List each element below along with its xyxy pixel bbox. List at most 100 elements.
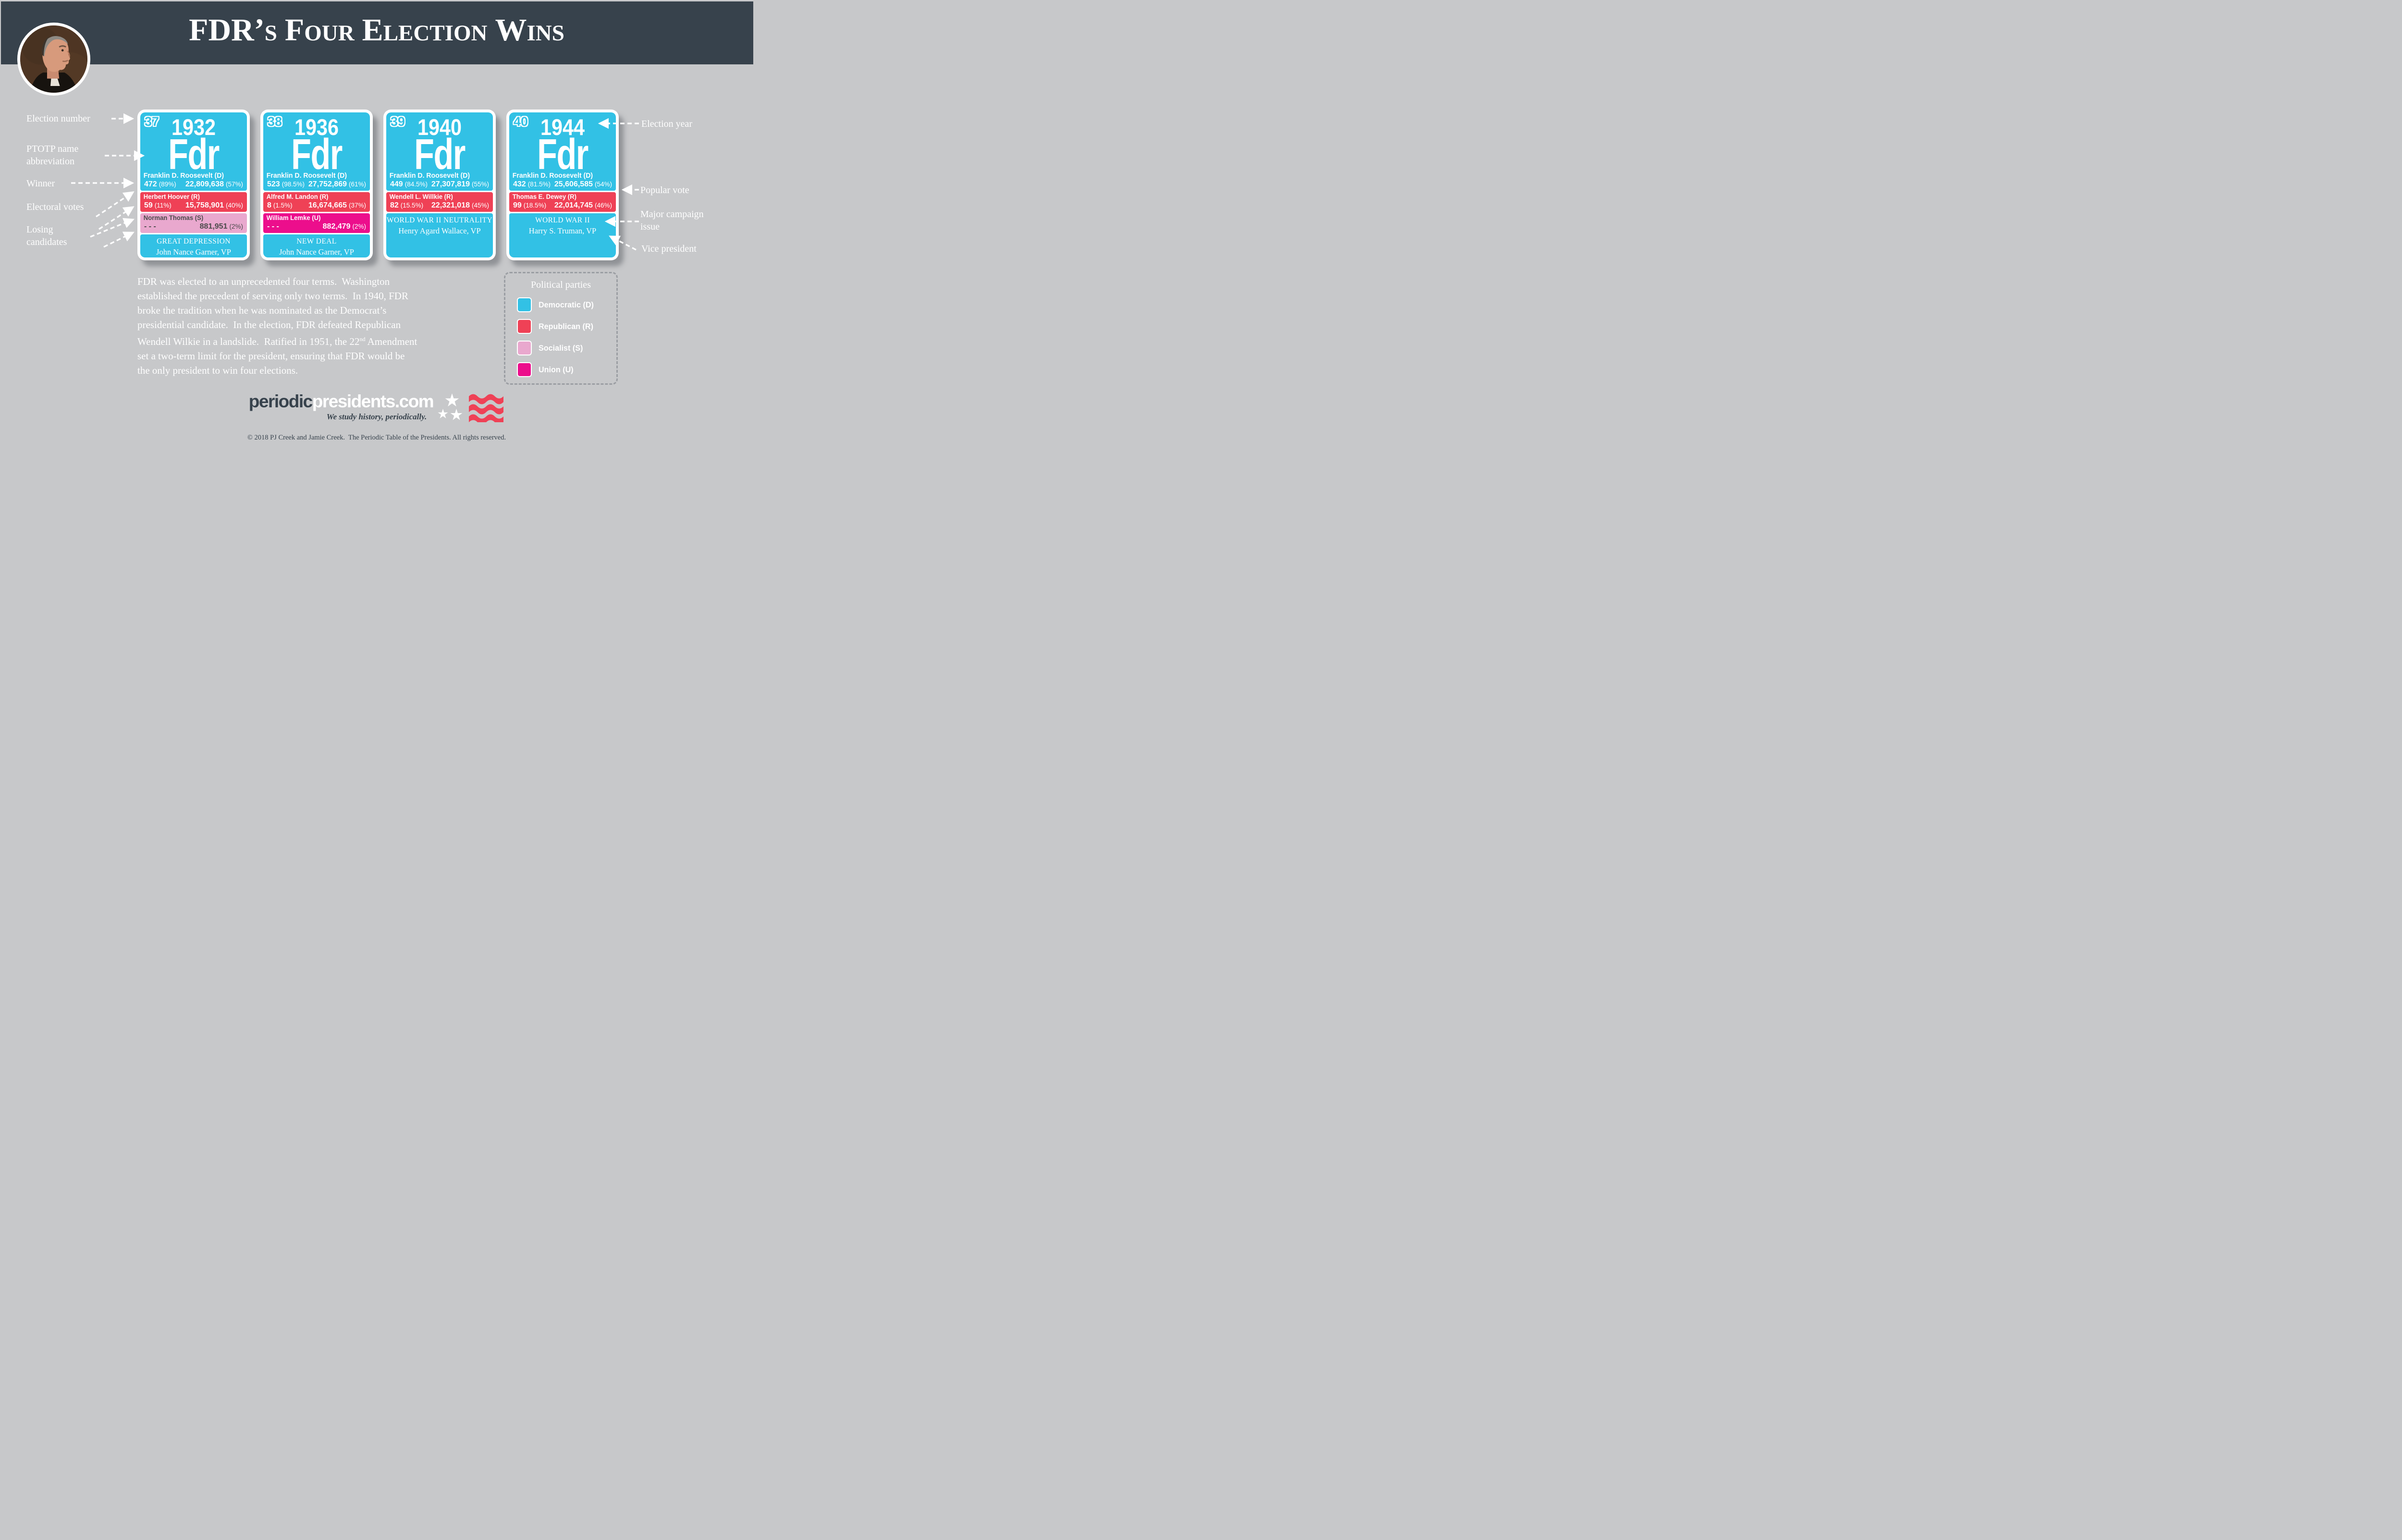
election-card-1940: 39 1940 Fdr Franklin D. Roosevelt (D) 44… [383,110,496,260]
loser-electoral-votes: - - - [144,222,156,231]
label-election-number: Election number [26,113,90,124]
winner-electoral-votes: 523 [267,180,280,188]
title-seg: W [495,12,527,48]
socialist-color-swatch [517,341,532,355]
title-seg: E [362,12,383,48]
site-logo-text: periodicpresidents.com [248,391,434,411]
label-losing-line2: candidates [26,237,67,247]
label-electoral-votes: Electoral votes [26,202,84,212]
loser-popular-pct: (45%) [471,202,489,209]
campaign-issue: GREAT DEPRESSION [157,237,231,245]
campaign-issue: WORLD WAR II NEUTRALITY [386,216,493,224]
winner-votes: 432 (81.5%) 25,606,585 (54%) [509,180,616,191]
ptotp-symbol: Fdr [414,131,466,179]
paragraph-line: set a two-term limit for the president, … [137,350,405,362]
label-ptotp-line2: abbreviation [26,156,74,167]
loser-popular-pct: (37%) [348,202,366,209]
flag-stripes-icon [469,394,504,422]
loser-name: Herbert Hoover (R) [143,193,200,200]
democratic-color-swatch [517,297,532,312]
legend-item-republican: Republican (R) [517,319,616,334]
winner-electoral-pct: (98.5%) [282,181,305,188]
winner-electoral-pct: (84.5%) [404,181,428,188]
label-issue-line2: issue [640,221,660,232]
loser-electoral-pct: (1.5%) [273,202,293,209]
winner-name: Franklin D. Roosevelt (D) [512,172,593,180]
loser-popular-votes: 16,674,665 [308,201,347,209]
winner-popular-pct: (57%) [225,181,243,188]
loser-electoral-votes: 59 [144,201,153,209]
union-color-swatch [517,362,532,377]
title-seg: OUR [304,21,355,46]
election-card-1944: 40 1944 Fdr Franklin D. Roosevelt (D) 43… [506,110,619,260]
logo-periodic-text: periodic [248,391,313,411]
loser-popular-pct: (2%) [352,223,366,230]
winner-name: Franklin D. Roosevelt (D) [389,172,470,180]
legend-label: Democratic (D) [539,300,594,309]
winner-electoral-pct: (81.5%) [527,181,551,188]
campaign-issue: NEW DEAL [296,237,337,245]
title-seg: F [284,12,305,48]
loser-name: Alfred M. Landon (R) [266,193,329,200]
card-1932-democratic-band: 37 1932 Fdr Franklin D. Roosevelt (D) 47… [140,112,247,191]
site-logo: periodicpresidents.com [0,392,753,422]
stars-icon [438,393,463,420]
election-year-value: 1936 [294,114,339,140]
election-year-value: 1944 [540,114,585,140]
election-year-value: 1932 [171,114,216,140]
arrow-losing-candidate-1 [90,218,135,238]
election-card-1936: 38 1936 Fdr Franklin D. Roosevelt (D) 52… [260,110,373,260]
election-card-1932: 37 1932 Fdr Franklin D. Roosevelt (D) 47… [137,110,250,260]
label-issue-line1: Major campaign [640,209,704,220]
vice-president-name: John Nance Garner, VP [279,247,354,257]
arrow-electoral-votes-winner [96,191,135,218]
title-seg: LECTION [383,21,488,46]
legend-label: Socialist (S) [539,343,583,353]
vice-president-name: John Nance Garner, VP [156,247,231,257]
paragraph-line: broke the tradition when he was nominate… [137,305,387,316]
loser-electoral-votes: 82 [390,201,399,209]
loser-popular-pct: (40%) [225,202,243,209]
election-number-value: 39 [391,114,405,129]
paragraph-line5-pre: Wendell Wilkie in a landslide. Ratified … [137,336,360,347]
winner-name: Franklin D. Roosevelt (D) [143,172,224,180]
legend-label: Union (U) [539,365,574,374]
winner-popular-votes: 27,752,869 [308,180,347,188]
card-1936-democratic-band: 38 1936 Fdr Franklin D. Roosevelt (D) 52… [263,112,370,191]
loser-name: Thomas E. Dewey (R) [512,193,576,200]
card-1940-republican-band: Wendell L. Willkie (R) 82 (15.5%) 22,321… [386,192,493,212]
card-1932-republican-band: Herbert Hoover (R) 59 (11%) 15,758,901 (… [140,192,247,212]
loser-popular-pct: (2%) [229,223,243,230]
logo-presidents-text: presidents.com [312,391,434,411]
winner-popular-votes: 25,606,585 [554,180,593,188]
label-losing-line1: Losing [26,224,53,235]
loser-votes: 59 (11%) 15,758,901 (40%) [140,201,247,211]
page-title: FDR’S FOUR ELECTION WINS [0,14,753,46]
winner-popular-votes: 27,307,819 [431,180,470,188]
label-ptotp-abbreviation: PTOTP name abbreviation [26,143,78,168]
vice-president-name: Henry Agard Wallace, VP [398,226,481,235]
loser-electoral-votes: - - - [267,222,279,231]
loser-votes: 99 (18.5%) 22,014,745 (46%) [509,201,616,211]
legend-item-union: Union (U) [517,362,616,377]
card-1940-issue-band: WORLD WAR II NEUTRALITY Henry Agard Wall… [386,213,493,257]
paragraph-line: established the precedent of serving onl… [137,290,408,302]
winner-popular-pct: (54%) [594,181,612,188]
loser-name: William Lemke (U) [266,214,321,221]
loser-votes: - - - 881,951 (2%) [140,222,247,232]
legend-title: Political parties [531,280,591,290]
loser-electoral-votes: 99 [513,201,522,209]
winner-electoral-votes: 472 [144,180,157,188]
loser-electoral-votes: 8 [267,201,271,209]
loser-popular-votes: 15,758,901 [185,201,224,209]
label-losing-candidates: Losing candidates [26,223,67,248]
paragraph-line: the only president to win four elections… [137,365,298,376]
card-1944-democratic-band: 40 1944 Fdr Franklin D. Roosevelt (D) 43… [509,112,616,191]
card-1940-democratic-band: 39 1940 Fdr Franklin D. Roosevelt (D) 44… [386,112,493,191]
arrow-losing-candidate-2 [103,232,135,248]
loser-name: Wendell L. Willkie (R) [389,193,453,200]
copyright-line: © 2018 PJ Creek and Jamie Creek. The Per… [247,434,506,441]
label-election-year: Election year [641,119,693,129]
ptotp-symbol: Fdr [291,131,343,179]
legend-item-democratic: Democratic (D) [517,297,616,312]
